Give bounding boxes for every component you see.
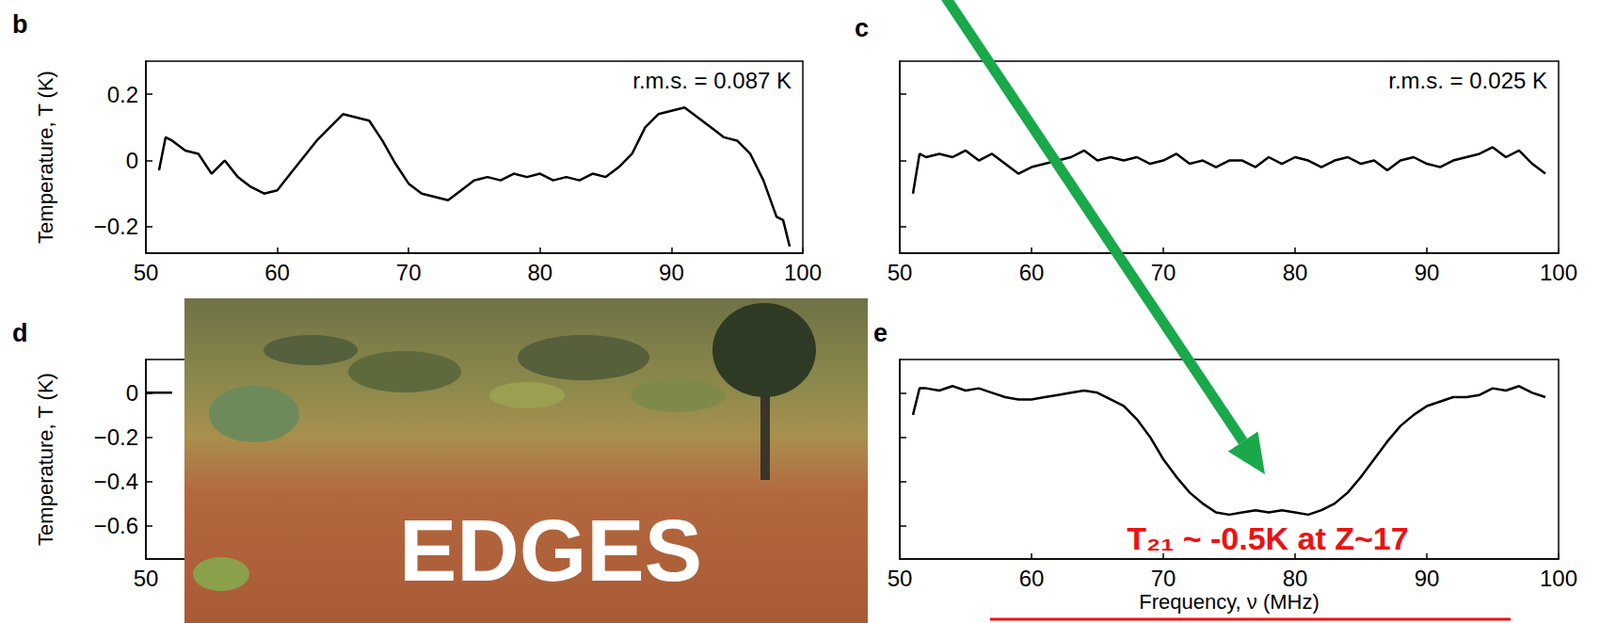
svg-text:−0.6: −0.6 (94, 512, 139, 539)
svg-text:50: 50 (133, 565, 160, 592)
svg-text:50: 50 (887, 259, 913, 286)
svg-text:T₂₁ ~ -0.5K at Z~17: T₂₁ ~ -0.5K at Z~17 (1126, 520, 1408, 557)
svg-text:80: 80 (1282, 565, 1309, 592)
svg-text:EDGES: EDGES (399, 502, 703, 599)
svg-text:c: c (854, 14, 869, 43)
svg-text:Frequency, ν (MHz): Frequency, ν (MHz) (1138, 590, 1320, 614)
svg-text:90: 90 (658, 259, 685, 286)
svg-text:Temperature, T (K): Temperature, T (K) (33, 372, 58, 546)
svg-text:50: 50 (887, 565, 913, 592)
svg-text:100: 100 (1539, 565, 1578, 592)
svg-text:90: 90 (1414, 259, 1440, 286)
svg-text:90: 90 (1414, 565, 1440, 592)
svg-text:60: 60 (264, 259, 290, 286)
svg-text:70: 70 (1151, 259, 1177, 286)
svg-text:−0.4: −0.4 (94, 468, 139, 495)
svg-text:b: b (12, 10, 29, 39)
svg-text:60: 60 (1019, 259, 1045, 286)
svg-text:d: d (12, 319, 29, 348)
svg-text:0.2: 0.2 (107, 81, 139, 108)
svg-text:70: 70 (1151, 565, 1177, 592)
svg-text:0: 0 (126, 380, 139, 406)
svg-text:r.m.s. = 0.025 K: r.m.s. = 0.025 K (1388, 67, 1548, 94)
svg-text:0: 0 (126, 147, 139, 174)
svg-text:80: 80 (527, 259, 553, 286)
svg-text:60: 60 (1019, 565, 1045, 592)
svg-text:r.m.s. = 0.087 K: r.m.s. = 0.087 K (632, 67, 792, 94)
svg-text:e: e (873, 319, 888, 348)
svg-text:80: 80 (1282, 259, 1309, 286)
svg-text:70: 70 (396, 259, 422, 286)
svg-text:50: 50 (133, 259, 160, 286)
svg-text:100: 100 (784, 259, 822, 286)
svg-text:100: 100 (1539, 259, 1578, 286)
svg-text:−0.2: −0.2 (94, 213, 139, 240)
svg-text:−0.2: −0.2 (94, 424, 139, 450)
svg-text:Temperature, T (K): Temperature, T (K) (33, 70, 58, 244)
